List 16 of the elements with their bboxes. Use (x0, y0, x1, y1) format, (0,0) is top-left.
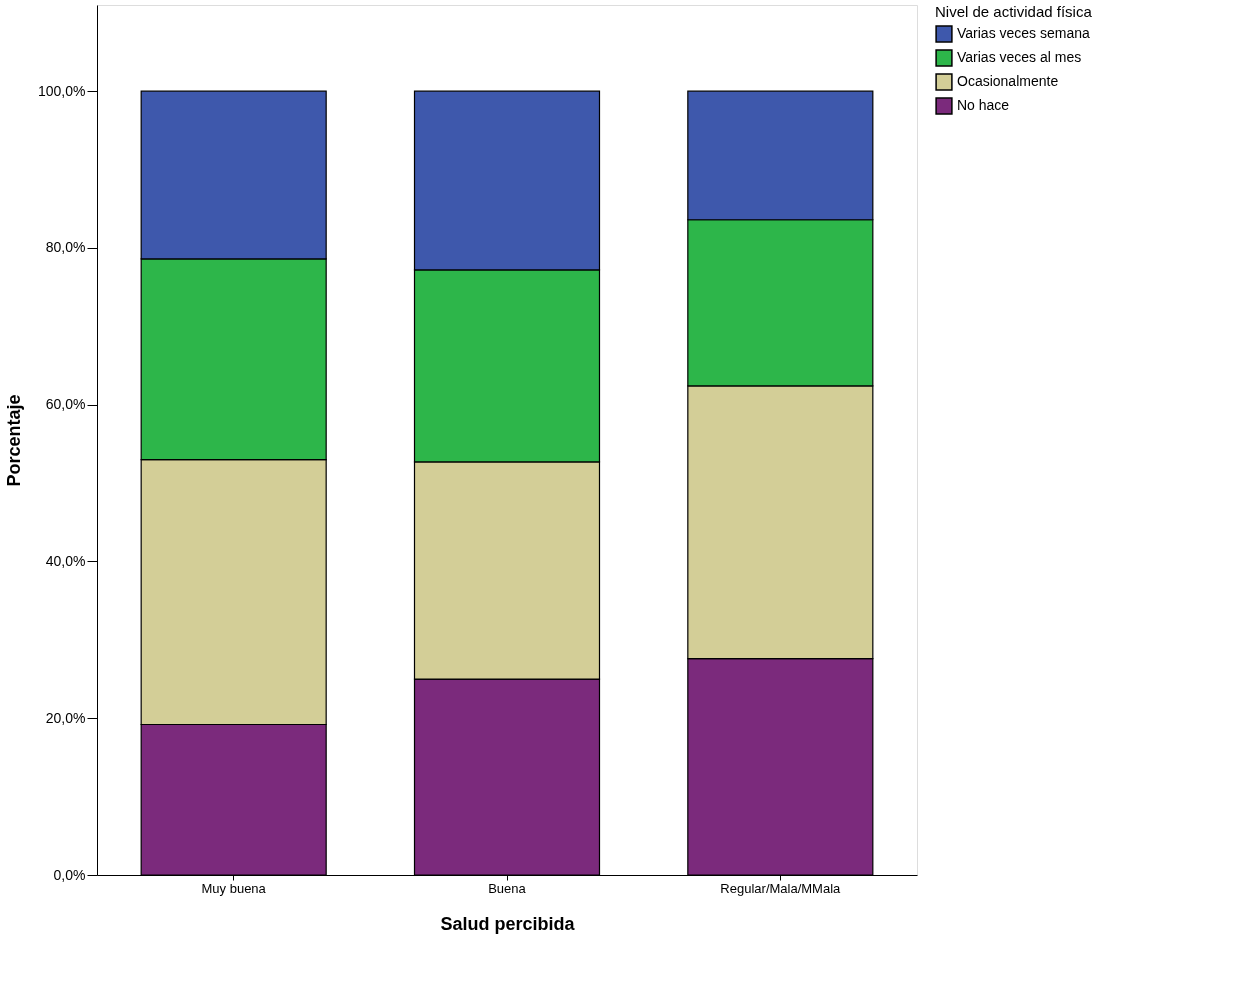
y-axis-title: Porcentaje (4, 394, 25, 487)
y-tick-label: 100,0% (38, 82, 86, 99)
legend-label: Varias veces al mes (957, 49, 1082, 65)
legend-label: Varias veces semana (957, 25, 1091, 41)
legend-title: Nivel de actividad física (935, 3, 1093, 20)
x-tick-label: Muy buena (201, 880, 267, 896)
y-tick-label: 40,0% (45, 552, 86, 569)
x-tick-label: Buena (488, 880, 527, 896)
x-axis-title: Salud percibida (440, 913, 576, 934)
y-tick-label: 60,0% (45, 396, 86, 413)
y-tick-label: 0,0% (53, 866, 86, 883)
legend-label: No hace (957, 97, 1010, 113)
y-tick-label: 80,0% (45, 239, 86, 256)
x-tick-label: Regular/Mala/MMala (720, 880, 842, 896)
y-tick-label: 20,0% (45, 709, 86, 726)
legend-label: Ocasionalmente (957, 73, 1059, 89)
